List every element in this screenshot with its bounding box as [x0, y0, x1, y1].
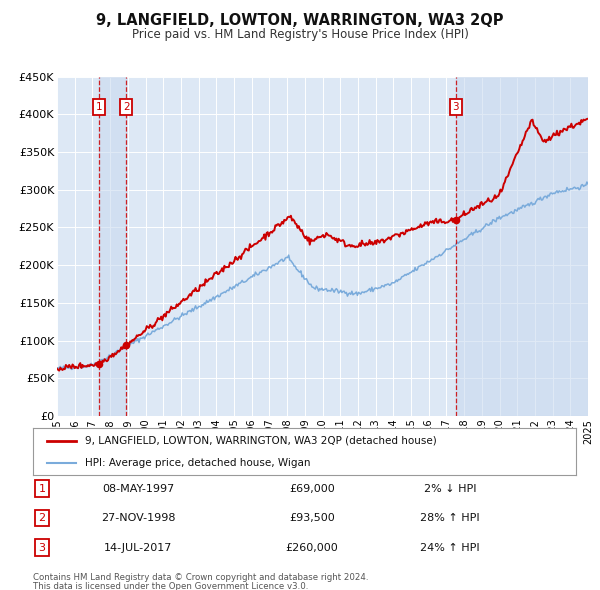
Text: 2: 2: [38, 513, 46, 523]
Text: 24% ↑ HPI: 24% ↑ HPI: [420, 543, 480, 552]
Text: 08-MAY-1997: 08-MAY-1997: [102, 484, 174, 493]
Text: 27-NOV-1998: 27-NOV-1998: [101, 513, 175, 523]
Text: £93,500: £93,500: [289, 513, 335, 523]
Text: 1: 1: [95, 102, 102, 112]
Text: HPI: Average price, detached house, Wigan: HPI: Average price, detached house, Wiga…: [85, 458, 310, 468]
Text: 14-JUL-2017: 14-JUL-2017: [104, 543, 172, 552]
Text: 28% ↑ HPI: 28% ↑ HPI: [420, 513, 480, 523]
Text: 3: 3: [38, 543, 46, 552]
Text: £260,000: £260,000: [286, 543, 338, 552]
Text: 1: 1: [38, 484, 46, 493]
Text: 2: 2: [123, 102, 130, 112]
Text: 2% ↓ HPI: 2% ↓ HPI: [424, 484, 476, 493]
Text: Price paid vs. HM Land Registry's House Price Index (HPI): Price paid vs. HM Land Registry's House …: [131, 28, 469, 41]
Text: This data is licensed under the Open Government Licence v3.0.: This data is licensed under the Open Gov…: [33, 582, 308, 590]
Text: 3: 3: [452, 102, 459, 112]
Text: 9, LANGFIELD, LOWTON, WARRINGTON, WA3 2QP (detached house): 9, LANGFIELD, LOWTON, WARRINGTON, WA3 2Q…: [85, 436, 436, 446]
Text: Contains HM Land Registry data © Crown copyright and database right 2024.: Contains HM Land Registry data © Crown c…: [33, 573, 368, 582]
Bar: [456, 77, 588, 416]
Bar: [99, 77, 126, 416]
Text: 9, LANGFIELD, LOWTON, WARRINGTON, WA3 2QP: 9, LANGFIELD, LOWTON, WARRINGTON, WA3 2Q…: [96, 13, 504, 28]
Text: £69,000: £69,000: [289, 484, 335, 493]
